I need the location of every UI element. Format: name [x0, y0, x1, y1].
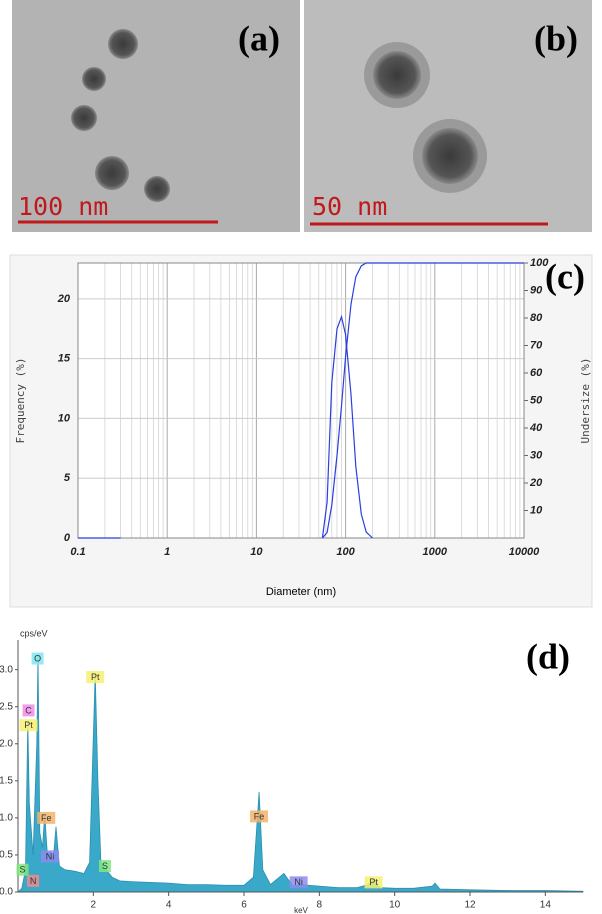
annotation-box — [289, 876, 308, 889]
tem-image-a: (a) 100 nm — [12, 0, 300, 232]
y-axis-label: Frequency (%) — [14, 357, 27, 443]
annotation: Pt — [369, 877, 378, 887]
y-tick-label: 1.0 — [0, 813, 13, 824]
annotation-box — [99, 860, 112, 873]
panel-label: (c) — [545, 256, 585, 296]
annotation: Ni — [294, 877, 303, 887]
x-tick-label: 10000 — [509, 546, 540, 558]
plot-area — [78, 263, 524, 538]
y2-tick-label: 50 — [530, 394, 543, 406]
annotation-box — [250, 810, 269, 823]
y-tick-label: 2.0 — [0, 738, 13, 749]
x-axis-label: Diameter (nm) — [266, 586, 336, 598]
x-tick-label: 100 — [336, 546, 355, 558]
x-axis-label: keV — [294, 906, 308, 914]
plot: 2 4 6 8 10 12 14 0.0 0.5 1.0 1.5 2.0 2.5 3.0 O C Pt Fe Ni N… — [0, 628, 584, 914]
y-tick-label: 0 — [64, 532, 71, 544]
panel-label: (d) — [526, 636, 570, 676]
spectrum-area — [17, 654, 584, 893]
plot: 0.1 1 10 100 1000 10000 0 5 10 15 20 10 20 30 40 50 60 70… — [14, 256, 592, 598]
y2-tick-label: 10 — [530, 504, 543, 516]
panel-label: (b) — [534, 18, 578, 58]
y-tick-label: 10 — [58, 412, 71, 424]
annotation: Ni — [46, 851, 55, 861]
x-tick-label: 0.1 — [70, 546, 85, 558]
y2-tick-label: 80 — [530, 312, 543, 324]
annotation: Fe — [254, 811, 265, 821]
x-tick-label: 6 — [241, 900, 247, 911]
annotation-box — [364, 876, 383, 889]
x-tick-label: 10 — [389, 900, 401, 911]
annotation: Pt — [91, 672, 100, 682]
y-tick-label: 1.5 — [0, 775, 13, 786]
annotation-box — [86, 671, 105, 684]
scale-bar-label: 100 nm — [18, 192, 108, 221]
x-tick-label: 4 — [166, 900, 172, 911]
y-axis-label: cps/eV — [20, 628, 48, 638]
x-tick-label: 2 — [91, 900, 97, 911]
panel-label: (a) — [238, 18, 280, 58]
line — [78, 314, 373, 539]
annotation-box — [31, 652, 44, 665]
plot-border — [77, 262, 525, 539]
x-tick-label: 10 — [250, 546, 263, 558]
y2-tick-label: 70 — [530, 339, 543, 351]
y-tick-label: 3.0 — [0, 664, 13, 675]
annotation: C — [25, 705, 32, 715]
y2-axis-label: Undersize (%) — [579, 357, 592, 443]
y-tick-label: 15 — [58, 353, 71, 365]
annotation: Pt — [24, 720, 33, 730]
y2-tick-label: 40 — [529, 422, 543, 434]
y-tick-label: 20 — [57, 293, 71, 305]
annotation-box — [41, 850, 60, 863]
y-tick-label: 2.5 — [0, 701, 13, 712]
annotation-box — [22, 704, 35, 717]
annotation-box — [19, 719, 38, 732]
line — [321, 262, 524, 539]
annotation: O — [34, 653, 41, 663]
x-tick-label: 1 — [164, 546, 170, 558]
annotation-box — [37, 811, 56, 824]
y2-tick-label: 90 — [530, 284, 543, 296]
y-tick-label: 0.5 — [0, 850, 13, 861]
x-tick-label: 1000 — [423, 546, 448, 558]
annotation-box — [27, 874, 40, 887]
annotation: S — [102, 861, 108, 871]
annotation-box — [16, 863, 29, 876]
tem-image-b: (b) 50 nm — [304, 0, 592, 232]
x-tick-label: 14 — [540, 900, 552, 911]
y2-tick-label: 20 — [529, 477, 543, 489]
y2-tick-label: 100 — [530, 257, 549, 269]
y-tick-label: 5 — [64, 472, 71, 484]
scale-bar-label: 50 nm — [312, 192, 387, 221]
y-tick-label: 0.0 — [0, 887, 13, 898]
annotation: N — [30, 876, 37, 886]
annotation: S — [20, 865, 26, 875]
y2-tick-label: 60 — [530, 367, 543, 379]
x-tick-label: 8 — [317, 900, 323, 911]
annotation: Fe — [41, 813, 52, 823]
x-tick-label: 12 — [464, 900, 476, 911]
y2-tick-label: 30 — [530, 449, 543, 461]
